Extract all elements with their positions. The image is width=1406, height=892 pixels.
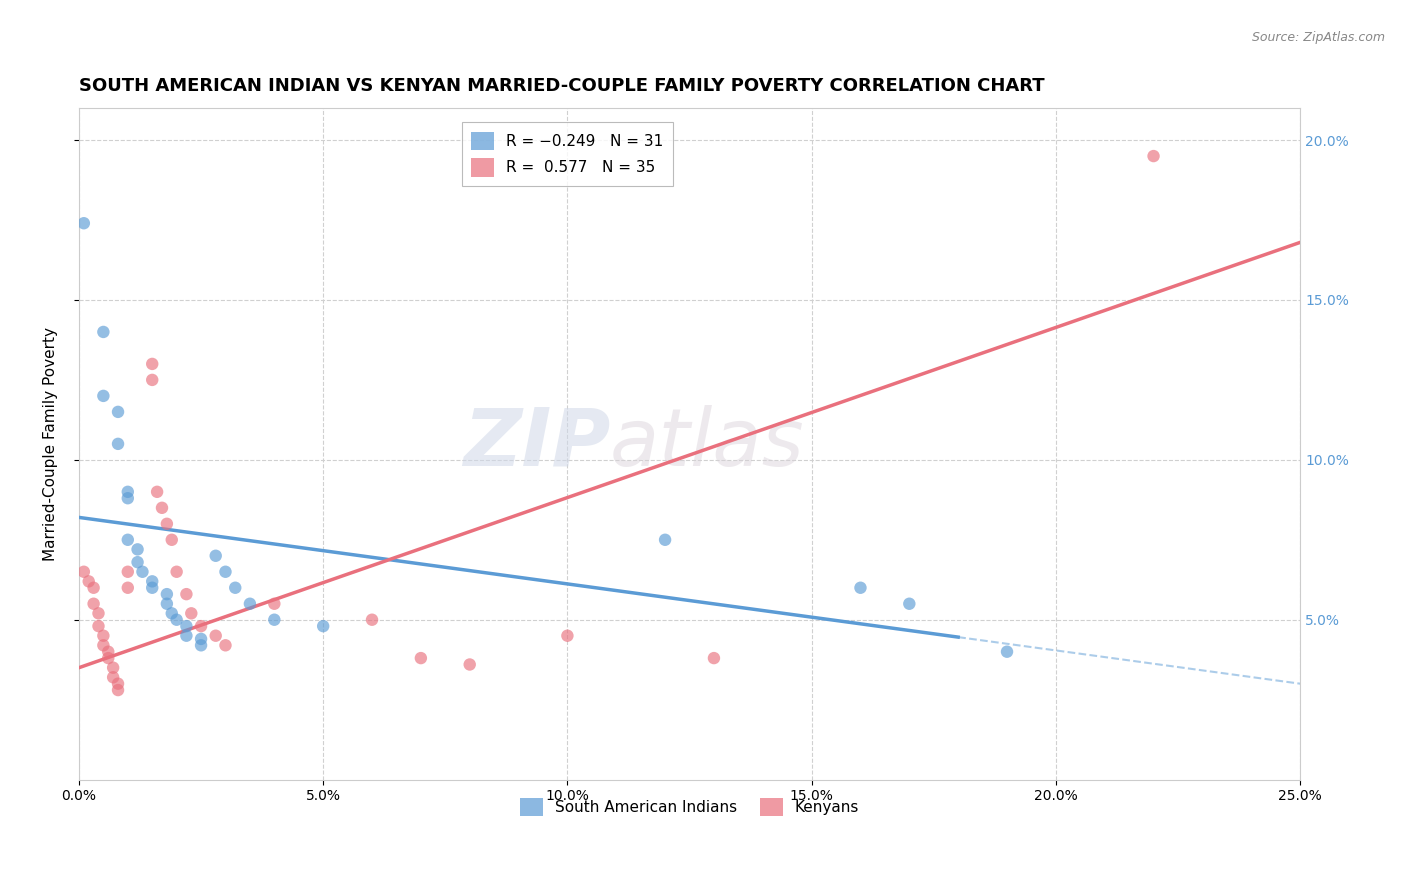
Point <box>117 533 139 547</box>
Point <box>898 597 921 611</box>
Point <box>141 373 163 387</box>
Point <box>458 657 481 672</box>
Point <box>160 607 183 621</box>
Point <box>101 661 124 675</box>
Point <box>849 581 872 595</box>
Point <box>141 357 163 371</box>
Point <box>117 484 139 499</box>
Point <box>1142 149 1164 163</box>
Text: ZIP: ZIP <box>463 405 610 483</box>
Point <box>107 405 129 419</box>
Point <box>101 670 124 684</box>
Point <box>180 607 202 621</box>
Point <box>107 683 129 698</box>
Point <box>93 325 115 339</box>
Point <box>107 437 129 451</box>
Point <box>160 533 183 547</box>
Point <box>409 651 432 665</box>
Point <box>156 516 179 531</box>
Point <box>150 500 173 515</box>
Point <box>146 484 169 499</box>
Point <box>77 574 100 589</box>
Point <box>239 597 262 611</box>
Text: Source: ZipAtlas.com: Source: ZipAtlas.com <box>1251 31 1385 45</box>
Point <box>263 613 285 627</box>
Legend: South American Indians, Kenyans: South American Indians, Kenyans <box>513 791 866 822</box>
Point <box>176 619 198 633</box>
Y-axis label: Married-Couple Family Poverty: Married-Couple Family Poverty <box>44 326 58 561</box>
Point <box>93 389 115 403</box>
Point <box>312 619 335 633</box>
Point <box>190 638 212 652</box>
Point <box>224 581 246 595</box>
Point <box>263 597 285 611</box>
Point <box>87 619 110 633</box>
Point <box>166 613 188 627</box>
Point <box>87 607 110 621</box>
Point <box>117 565 139 579</box>
Point <box>204 629 226 643</box>
Point <box>204 549 226 563</box>
Point <box>127 542 149 557</box>
Point <box>141 574 163 589</box>
Point <box>127 555 149 569</box>
Point <box>93 638 115 652</box>
Point <box>214 565 236 579</box>
Point <box>156 587 179 601</box>
Point <box>117 581 139 595</box>
Text: SOUTH AMERICAN INDIAN VS KENYAN MARRIED-COUPLE FAMILY POVERTY CORRELATION CHART: SOUTH AMERICAN INDIAN VS KENYAN MARRIED-… <box>79 78 1045 95</box>
Point <box>361 613 384 627</box>
Point <box>654 533 676 547</box>
Point <box>141 581 163 595</box>
Point <box>214 638 236 652</box>
Point <box>107 676 129 690</box>
Point <box>557 629 579 643</box>
Point <box>97 645 120 659</box>
Point <box>995 645 1018 659</box>
Point <box>176 587 198 601</box>
Point <box>156 597 179 611</box>
Point <box>73 216 96 230</box>
Point <box>73 565 96 579</box>
Point <box>117 491 139 506</box>
Point <box>131 565 153 579</box>
Point <box>97 651 120 665</box>
Text: atlas: atlas <box>610 405 804 483</box>
Point <box>166 565 188 579</box>
Point <box>190 632 212 646</box>
Point <box>83 581 105 595</box>
Point <box>83 597 105 611</box>
Point <box>703 651 725 665</box>
Point <box>93 629 115 643</box>
Point <box>176 629 198 643</box>
Point <box>190 619 212 633</box>
